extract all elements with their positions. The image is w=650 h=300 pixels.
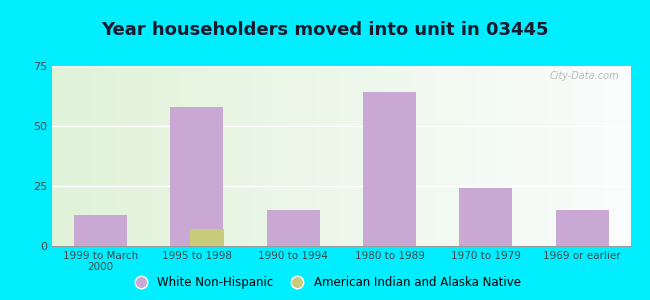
Bar <box>73 215 127 246</box>
Text: Year householders moved into unit in 03445: Year householders moved into unit in 034… <box>101 21 549 39</box>
Bar <box>266 210 320 246</box>
Bar <box>556 210 609 246</box>
Bar <box>170 107 223 246</box>
Bar <box>190 229 224 246</box>
Bar <box>363 92 416 246</box>
Text: City-Data.com: City-Data.com <box>549 71 619 81</box>
Bar <box>460 188 512 246</box>
Legend: White Non-Hispanic, American Indian and Alaska Native: White Non-Hispanic, American Indian and … <box>124 272 526 294</box>
